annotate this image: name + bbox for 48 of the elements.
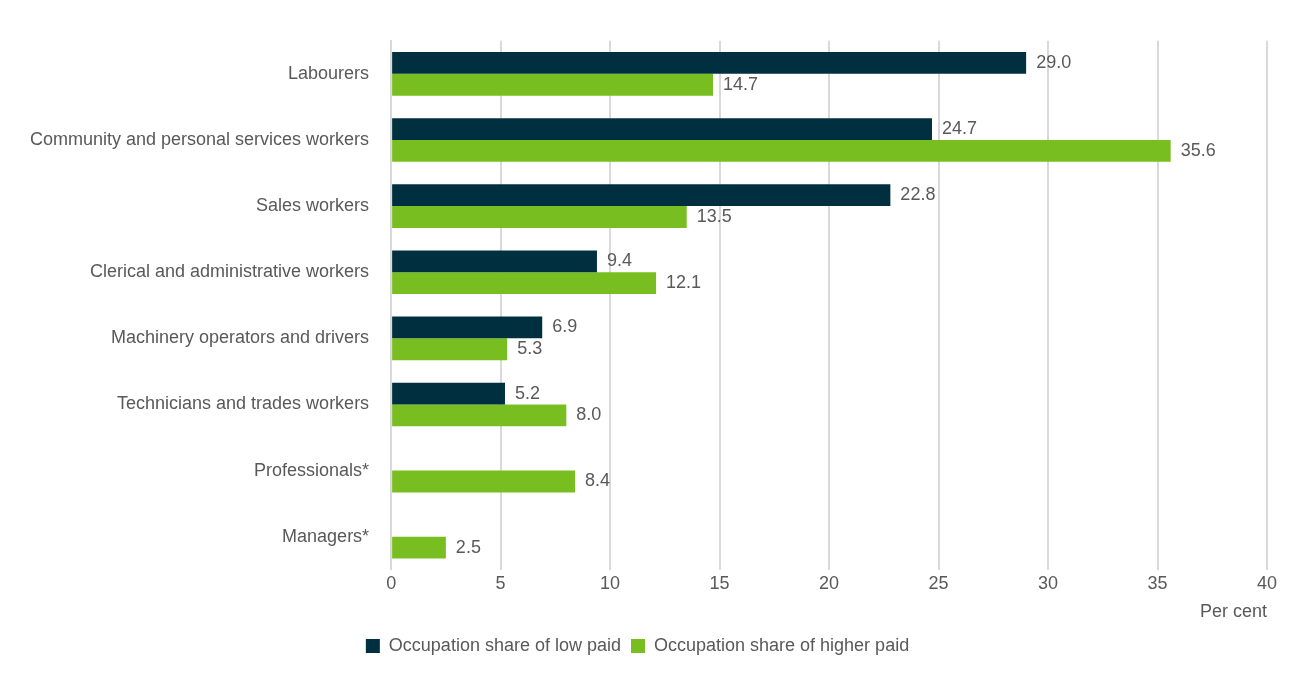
- y-tick-label: Clerical and administrative workers: [90, 261, 370, 282]
- data-label: 22.8: [900, 184, 936, 205]
- y-tick-label: Professionals*: [254, 459, 370, 480]
- x-tick-label: 15: [709, 572, 730, 593]
- data-label: 29.0: [1036, 51, 1072, 72]
- bar: [392, 250, 597, 273]
- bar: [392, 536, 446, 559]
- data-label: 24.7: [941, 118, 978, 139]
- data-label: 14.7: [723, 73, 759, 94]
- bar: [392, 52, 1027, 74]
- data-label: 8.0: [576, 404, 602, 425]
- x-tick-label: 20: [819, 572, 840, 593]
- bar: [392, 139, 1171, 162]
- data-label: 9.4: [606, 250, 632, 271]
- x-tick-label: 40: [1256, 572, 1278, 593]
- bar: [392, 338, 508, 361]
- data-label: 35.6: [1180, 139, 1216, 160]
- y-tick-label: Community and personal services workers: [29, 128, 370, 149]
- data-label: 5.3: [517, 338, 543, 359]
- x-tick-label: 10: [600, 572, 621, 593]
- data-label: 5.2: [514, 382, 541, 403]
- legend-label: Occupation share of higher paid: [653, 634, 910, 655]
- data-label: 2.5: [455, 536, 481, 557]
- bar: [392, 118, 932, 140]
- y-tick-label: Managers*: [282, 525, 370, 546]
- data-label: 8.4: [585, 470, 611, 491]
- bar: [392, 382, 505, 405]
- x-axis-title: Per cent: [1199, 601, 1267, 622]
- x-tick-label: 5: [495, 572, 506, 593]
- bar: [392, 73, 714, 96]
- bar: [392, 404, 567, 427]
- x-tick-label: 0: [386, 572, 397, 593]
- bar: [392, 272, 657, 295]
- legend-label: Occupation share of low paid: [388, 634, 621, 655]
- x-tick-label: 35: [1147, 572, 1168, 593]
- x-tick-label: 25: [928, 572, 949, 593]
- bar: [392, 316, 543, 339]
- bar: [392, 206, 687, 228]
- bar: [392, 470, 576, 493]
- y-tick-label: Technicians and trades workers: [117, 393, 370, 414]
- data-label: 6.9: [552, 316, 578, 337]
- bar: [392, 184, 891, 207]
- y-tick-label: Machinery operators and drivers: [111, 327, 370, 348]
- data-label: 13.5: [696, 205, 732, 226]
- data-label: 12.1: [666, 272, 702, 293]
- x-tick-label: 30: [1038, 572, 1059, 593]
- y-tick-label: Sales workers: [256, 195, 370, 216]
- y-tick-label: Labourers: [288, 62, 370, 83]
